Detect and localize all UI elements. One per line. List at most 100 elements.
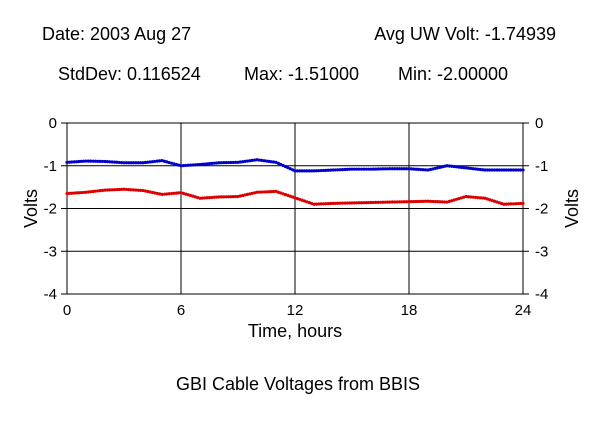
data-point [207, 195, 212, 200]
data-point [502, 202, 506, 206]
data-point [471, 195, 475, 199]
data-point [257, 190, 261, 194]
data-point [67, 160, 71, 164]
data-point [443, 200, 447, 204]
data-point [229, 195, 233, 199]
data-point [262, 190, 266, 194]
data-point [98, 189, 102, 193]
data-point [400, 200, 404, 204]
y-tick-label-right: -4 [535, 286, 548, 303]
data-point [504, 168, 508, 172]
data-point [324, 202, 328, 206]
data-point [222, 161, 226, 165]
x-tick-label: 24 [515, 302, 532, 319]
data-point [473, 195, 478, 199]
data-point [369, 167, 373, 171]
data-point [412, 199, 416, 204]
data-point [340, 167, 345, 172]
data-point [395, 167, 399, 171]
data-point [103, 188, 107, 192]
x-tick-label: 6 [177, 302, 185, 319]
max-label: Max: -1.51000 [244, 64, 360, 84]
data-point [338, 201, 342, 205]
min-label: Min: -2.00000 [398, 64, 509, 84]
data-point [507, 168, 511, 172]
data-point [188, 163, 193, 167]
data-point [96, 189, 100, 193]
data-point [162, 192, 166, 196]
data-point [139, 161, 143, 165]
data-point [193, 163, 197, 167]
data-point [84, 190, 88, 194]
data-point [452, 164, 456, 169]
data-point [521, 201, 525, 205]
data-point [136, 161, 140, 165]
data-point [219, 161, 223, 165]
data-point [122, 161, 126, 165]
data-point [101, 188, 105, 192]
data-point [77, 159, 81, 164]
data-point [367, 167, 371, 171]
data-point [326, 168, 330, 172]
data-point [428, 199, 432, 203]
data-point [310, 169, 314, 173]
data-point [476, 195, 480, 200]
data-point [74, 191, 79, 195]
data-point [272, 160, 276, 164]
data-point [134, 188, 138, 192]
data-point [91, 189, 95, 194]
data-point [146, 160, 150, 164]
data-point [511, 168, 516, 172]
data-point [231, 195, 235, 199]
data-series-layer [65, 158, 525, 206]
data-point [457, 165, 461, 169]
data-point [72, 191, 76, 195]
data-series [65, 187, 525, 206]
data-point [226, 160, 231, 165]
y-tick-label-right: -3 [535, 243, 548, 260]
y-tick-label: 0 [49, 115, 57, 132]
data-point [67, 191, 71, 195]
data-point [376, 167, 380, 171]
data-point [397, 200, 402, 204]
data-point [469, 166, 473, 171]
data-point [509, 202, 513, 206]
data-point [317, 202, 321, 206]
data-point [127, 161, 131, 165]
data-point [393, 167, 397, 171]
data-point [516, 168, 520, 172]
data-point [70, 191, 74, 195]
data-point [196, 163, 200, 167]
data-point [91, 159, 95, 163]
x-tick-label: 0 [63, 302, 71, 319]
data-point [141, 188, 145, 193]
data-point [158, 192, 162, 196]
data-point [331, 201, 335, 205]
data-point [143, 189, 147, 193]
data-point [388, 200, 392, 204]
data-point [295, 169, 299, 173]
data-point [350, 167, 354, 171]
data-point [390, 167, 394, 171]
data-point [255, 190, 259, 194]
data-point [348, 201, 352, 205]
data-point [120, 187, 124, 191]
data-point [362, 201, 366, 205]
data-point [419, 167, 423, 172]
data-point [383, 167, 387, 171]
y-axis-label: Volts [21, 189, 41, 228]
data-point [139, 188, 143, 192]
data-point [255, 158, 259, 162]
data-point [215, 195, 219, 199]
data-point [253, 158, 257, 162]
data-point [357, 201, 361, 205]
data-point [105, 160, 109, 164]
data-point [98, 159, 102, 163]
data-point [205, 162, 209, 166]
data-point [433, 199, 437, 204]
data-point [374, 200, 378, 205]
data-point [405, 200, 409, 204]
data-point [490, 168, 494, 172]
data-point [302, 169, 307, 173]
data-point [129, 161, 133, 165]
